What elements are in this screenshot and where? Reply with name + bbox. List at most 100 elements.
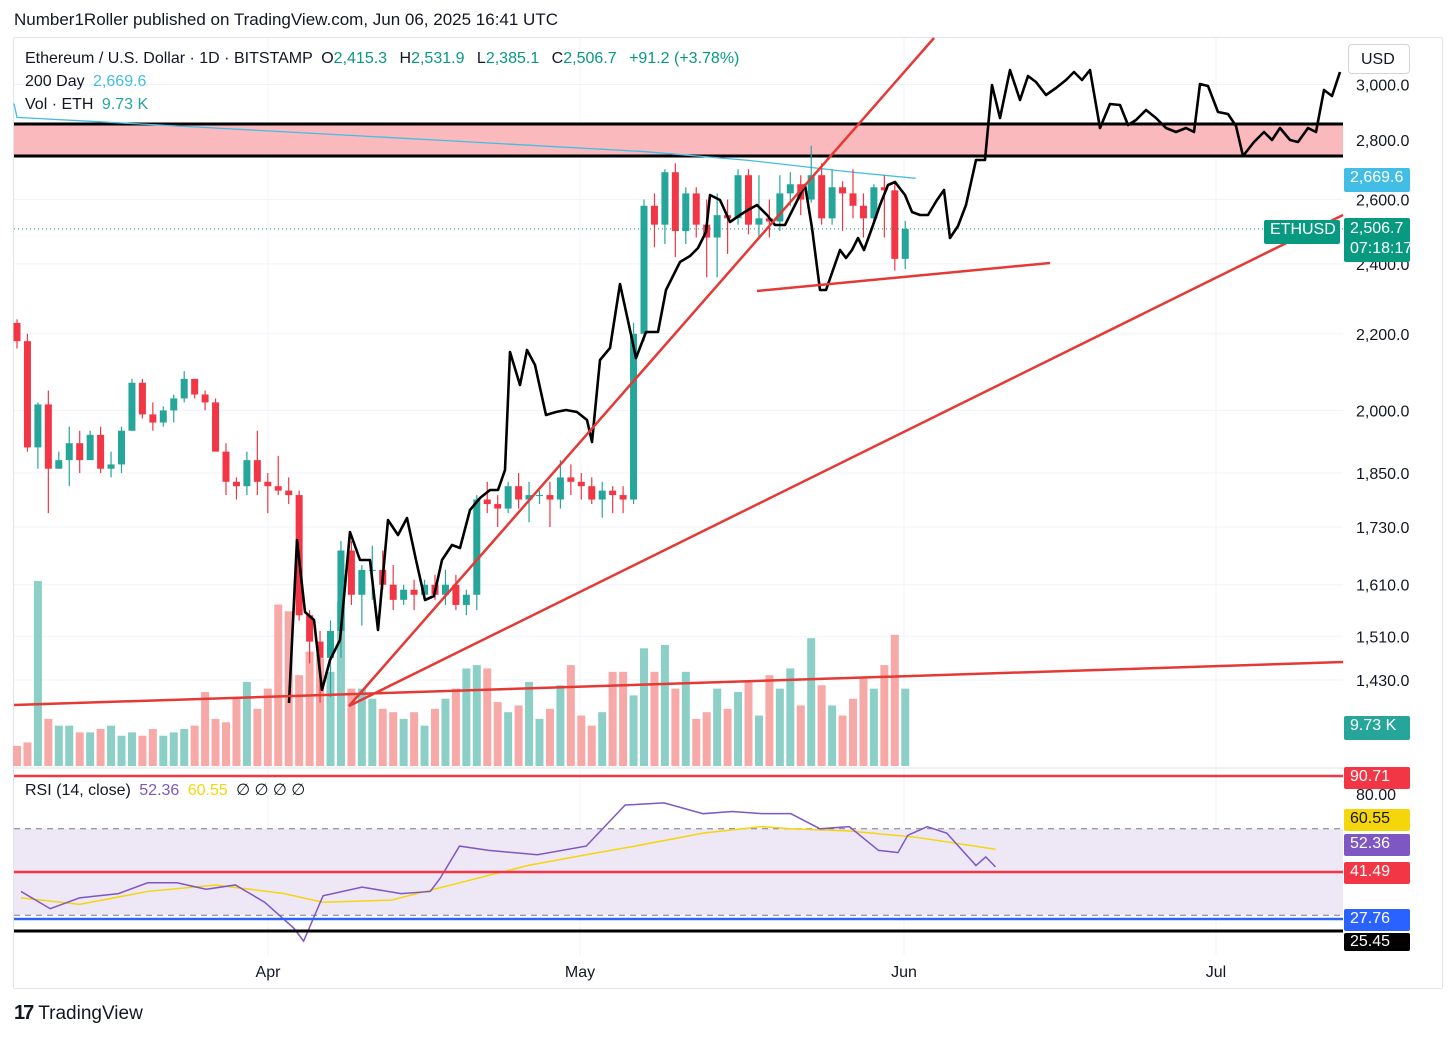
candle-body: [274, 486, 282, 491]
candle-body: [264, 481, 272, 487]
tradingview-logo[interactable]: 17 TradingView: [14, 1002, 143, 1025]
symbol-title[interactable]: Ethereum / U.S. Dollar · 1D · BITSTAMP: [25, 50, 313, 67]
candle-body: [128, 382, 136, 431]
rsi-tick-label: 80.00: [1356, 787, 1396, 804]
tradingview-icon: 17: [14, 1002, 34, 1024]
candle-body: [745, 175, 752, 225]
candle-body: [598, 490, 606, 500]
volume-bar: [451, 688, 460, 766]
candle-body: [692, 193, 700, 225]
volume-bar: [33, 581, 42, 766]
candle-body: [285, 490, 293, 496]
volume-bar: [190, 725, 199, 766]
candle-body: [400, 589, 408, 600]
candle-body: [786, 184, 794, 194]
candle-body: [609, 490, 617, 496]
rsi-ma-tag: 60.55: [1344, 809, 1410, 831]
candle-body: [232, 481, 240, 487]
candle-body: [347, 550, 355, 595]
ma-value: 2,669.6: [93, 73, 147, 90]
legend-row-1: Ethereum / U.S. Dollar · 1D · BITSTAMP O…: [25, 50, 743, 68]
volume-bar: [692, 718, 701, 766]
candle-body: [201, 394, 209, 403]
volume-bar: [828, 705, 837, 766]
candle-body: [588, 486, 596, 500]
candles: [13, 145, 1343, 703]
volume-bar: [849, 698, 857, 766]
candle-body: [441, 584, 449, 595]
candle-body: [410, 589, 418, 595]
volume-bar: [838, 715, 847, 766]
volume-bar: [232, 698, 241, 766]
volume-bar: [525, 681, 534, 766]
ma200-line: [13, 103, 916, 179]
published-header: Number1Roller published on TradingView.c…: [14, 10, 558, 29]
volume-bar: [566, 665, 575, 766]
candle-body: [306, 615, 314, 642]
currency-button[interactable]: USD: [1348, 44, 1410, 74]
volume-bar: [493, 702, 502, 766]
volume-bar: [201, 692, 210, 766]
volume-bar: [660, 644, 669, 766]
rsi-90-tag: 90.71: [1344, 767, 1410, 789]
candle-body: [358, 569, 366, 595]
rsi-pane: [14, 767, 1410, 943]
candle-body: [483, 499, 491, 505]
ma-price-tag: 2,669.6: [1344, 168, 1410, 192]
volume-bar: [13, 745, 21, 766]
zone-fill: [14, 124, 1343, 156]
high-label: H: [399, 50, 412, 67]
open-label: O: [321, 50, 334, 67]
volume-tag: 9.73 K: [1344, 716, 1410, 740]
volume-bar: [326, 671, 335, 766]
ma-label[interactable]: 200 Day: [25, 73, 85, 90]
projection-polyline: [287, 68, 1342, 704]
close-value: 2,506.7: [563, 50, 617, 67]
price-tick-label: 1,850.0: [1356, 466, 1409, 483]
volume-bar: [410, 712, 419, 766]
volume-bar: [587, 725, 596, 766]
rsi-value-tag: 52.36: [1344, 834, 1410, 856]
trend-lines: [13, 37, 1344, 862]
resistance-zone: [14, 122, 1343, 158]
candle-body: [640, 205, 648, 334]
candle-body: [23, 341, 31, 448]
candle-body: [316, 641, 324, 658]
volume-bar: [681, 671, 690, 766]
volume-bar: [713, 688, 722, 766]
candle-body: [525, 495, 533, 500]
candle-body: [661, 172, 669, 225]
volume-bar: [399, 718, 408, 766]
candle-body: [243, 460, 251, 487]
candle-body: [180, 378, 188, 399]
volume-bar: [462, 668, 471, 766]
time-axis: Apr May Jun Jul: [256, 964, 1227, 981]
candle-body: [619, 495, 627, 500]
volume-bar: [295, 675, 304, 766]
projection-path: [287, 68, 1342, 704]
volume-bars: [13, 581, 910, 766]
change-value: +91.2 (+3.78%): [629, 50, 740, 67]
candle-body: [55, 460, 63, 469]
volume-bar: [222, 722, 230, 766]
candle-body: [34, 404, 42, 448]
volume-bar: [441, 698, 450, 766]
legend-row-rsi: RSI (14, close) 52.36 60.55 ∅ ∅ ∅ ∅: [25, 780, 309, 800]
volume-bar: [263, 688, 272, 766]
volume-bar: [535, 718, 544, 766]
candle-body: [191, 378, 199, 395]
candle-body: [880, 187, 888, 191]
volume-bar: [796, 705, 805, 766]
legend-row-vol: Vol · ETH 9.73 K: [25, 96, 152, 114]
price-tick-label: 3,000.0: [1356, 78, 1409, 95]
rsi-label[interactable]: RSI (14, close): [25, 782, 131, 799]
candle-body: [536, 495, 543, 497]
volume-bar: [577, 715, 586, 766]
vol-label[interactable]: Vol · ETH: [25, 96, 94, 113]
volume-bar: [431, 708, 439, 766]
volume-bar: [274, 604, 283, 766]
candle-body: [556, 477, 564, 500]
volume-bar: [619, 671, 628, 766]
candle-body: [86, 434, 94, 461]
